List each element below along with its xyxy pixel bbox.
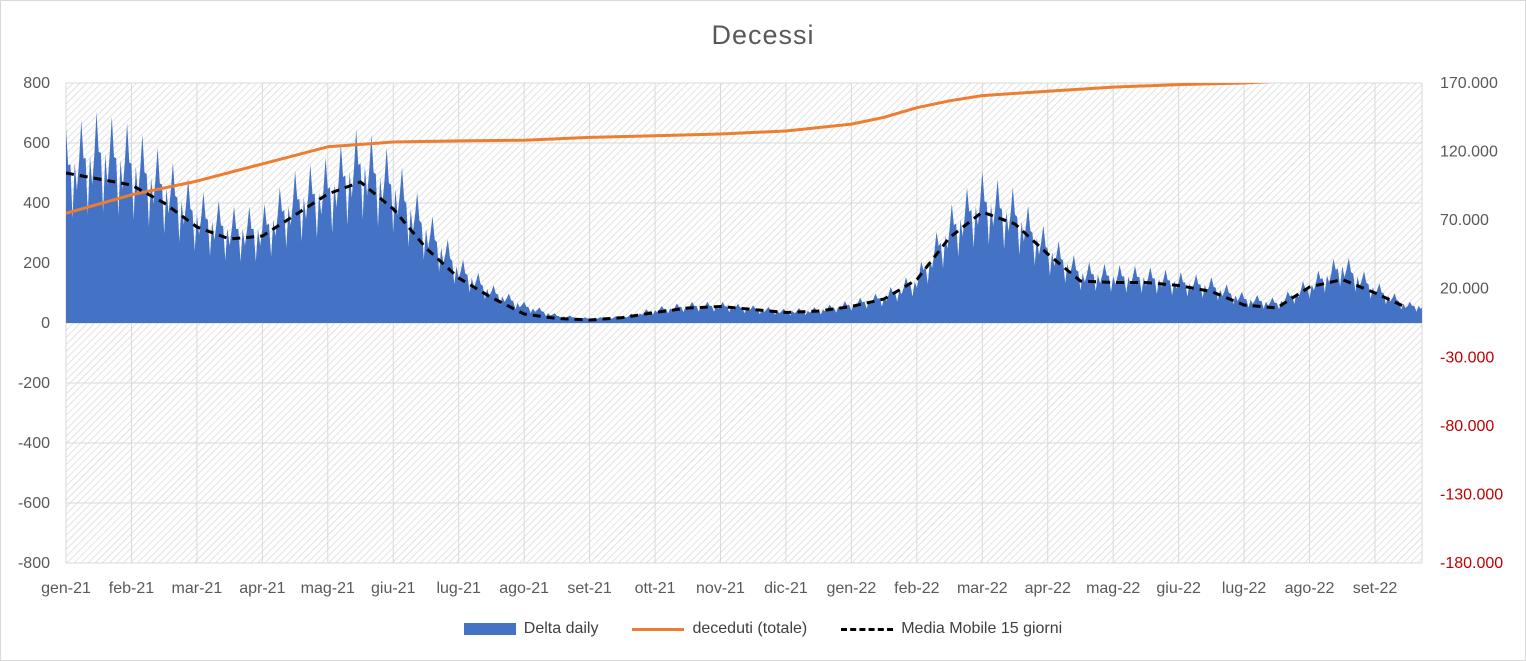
y2-axis-tick-label: 120.000 <box>1440 144 1498 161</box>
y-axis-tick-label: -800 <box>18 555 50 572</box>
x-axis-tick-label: set-21 <box>567 580 612 597</box>
y-axis-tick-label: 800 <box>23 75 50 92</box>
y2-axis-tick-label: 20.000 <box>1440 281 1489 298</box>
series-line-media-mobile <box>66 171 1409 322</box>
legend-item-moving-average: Media Mobile 15 giorni <box>841 620 1062 638</box>
y2-axis-tick-label: 170.000 <box>1440 75 1498 92</box>
x-axis-tick-label: mag-22 <box>1086 580 1140 597</box>
x-axis-tick-label: apr-21 <box>239 580 285 597</box>
x-axis-tick-label: feb-22 <box>894 580 939 597</box>
legend-label: Media Mobile 15 giorni <box>901 620 1063 637</box>
x-axis-tick-label: nov-21 <box>696 580 745 597</box>
y2-axis-tick-label: -180.000 <box>1440 555 1503 572</box>
y2-axis-tick-label: -80.000 <box>1440 418 1494 435</box>
y-axis-tick-label: -600 <box>18 495 50 512</box>
x-axis-tick-label: lug-21 <box>436 580 481 597</box>
legend-item-delta: Delta daily <box>463 620 599 638</box>
x-axis-tick-label: lug-22 <box>1222 580 1267 597</box>
x-axis-tick-label: ago-21 <box>499 580 549 597</box>
legend-swatch-dashed <box>841 627 894 631</box>
y-axis-tick-label: 200 <box>23 255 50 272</box>
y-axis-tick-label: 0 <box>41 315 50 332</box>
series-line-deceduti-totale <box>66 83 1273 215</box>
y2-axis-tick-label: 70.000 <box>1440 212 1489 229</box>
x-axis-tick-label: giu-21 <box>371 580 416 597</box>
y-axis-tick-label: -400 <box>18 435 50 452</box>
x-axis-tick-label: feb-21 <box>109 580 154 597</box>
x-axis-tick-label: ott-21 <box>635 580 676 597</box>
legend-item-total: deceduti (totale) <box>632 620 807 638</box>
x-axis-tick-label: gen-22 <box>826 580 876 597</box>
y-axis-tick-label: 600 <box>23 135 50 152</box>
legend-label: deceduti (totale) <box>692 620 808 637</box>
x-axis-tick-label: ago-22 <box>1285 580 1335 597</box>
y-axis-tick-label: 400 <box>23 195 50 212</box>
legend-swatch-line <box>632 627 685 631</box>
x-axis-tick-label: giu-22 <box>1156 580 1201 597</box>
series-area-delta-daily <box>66 111 1422 323</box>
x-axis-tick-label: set-22 <box>1353 580 1398 597</box>
y2-axis-tick-label: -30.000 <box>1440 349 1494 366</box>
x-axis-tick-label: mar-21 <box>172 580 223 597</box>
legend-swatch-area <box>463 623 516 635</box>
y-axis-tick-label: -200 <box>18 375 50 392</box>
series-layer <box>66 83 1422 323</box>
chart-title: Decessi <box>711 20 815 50</box>
axis-labels: 800 600 400 200 0 -200 -400 -600 -800 170.000 120.… <box>18 75 1503 597</box>
legend-label: Delta daily <box>523 620 599 637</box>
legend: Delta daily deceduti (totale) Media Mobi… <box>0 620 1526 638</box>
x-axis-tick-label: gen-21 <box>41 580 91 597</box>
y2-axis-tick-label: -130.000 <box>1440 486 1503 503</box>
x-axis-tick-label: apr-22 <box>1025 580 1071 597</box>
x-axis-tick-label: dic-21 <box>764 580 808 597</box>
x-axis-tick-label: mag-21 <box>301 580 355 597</box>
x-axis-tick-label: mar-22 <box>957 580 1008 597</box>
